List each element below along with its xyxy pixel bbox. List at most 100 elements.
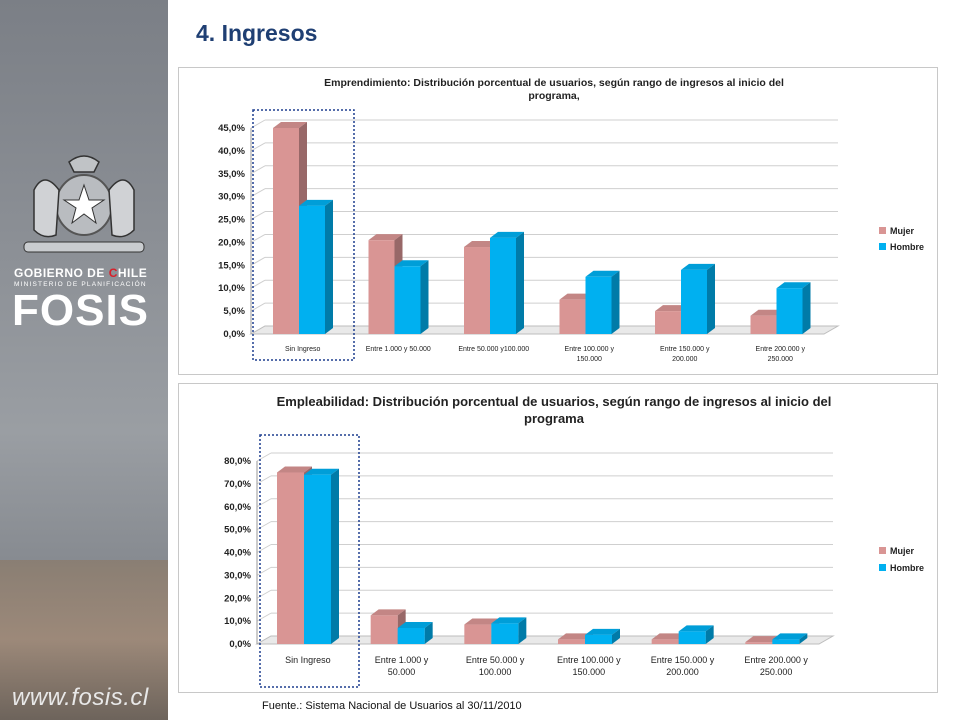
bar-top-hombre xyxy=(678,625,714,632)
chart-title: Empleabilidad: Distribución porcentual d… xyxy=(277,394,832,409)
bar-side-hombre xyxy=(612,628,620,644)
bar-side-hombre xyxy=(325,199,333,334)
chart-floor xyxy=(249,325,840,335)
x-category-label: Entre 150.000 y xyxy=(660,346,710,353)
y-tick-label: 30,0% xyxy=(218,192,245,203)
bar-top-hombre xyxy=(304,468,339,475)
x-category-label: 250.000 xyxy=(760,667,793,677)
chart-panel-emprendimiento: Emprendimiento: Distribución porcentual … xyxy=(178,67,938,375)
gridline-side xyxy=(256,589,272,599)
bar-top-mujer xyxy=(273,122,307,128)
bar-top-hombre xyxy=(491,617,527,624)
legend-swatch-hombre xyxy=(879,243,886,250)
bar-mujer xyxy=(745,642,773,644)
bar-hombre xyxy=(776,288,803,334)
bar-top-mujer xyxy=(655,305,689,312)
bar-top-hombre xyxy=(772,633,808,640)
fosis-logo: FOSIS xyxy=(12,286,150,335)
bar-top-mujer xyxy=(559,293,594,300)
legend-label-hombre: Hombre xyxy=(890,563,924,573)
bar-top-mujer xyxy=(368,234,403,241)
website-url: www.fosis.cl xyxy=(12,684,149,711)
gridline-side xyxy=(256,544,272,553)
bar-mujer xyxy=(464,247,490,334)
y-tick-label: 0,0% xyxy=(223,329,245,340)
x-category-label: Entre 100.000 y xyxy=(557,655,621,665)
y-tick-label: 15,0% xyxy=(218,260,245,271)
bar-side-hombre xyxy=(420,260,429,334)
x-category-label: Entre 1.000 y xyxy=(375,655,429,665)
y-tick-label: 70,0% xyxy=(224,479,251,490)
chart-empleabilidad: Empleabilidad: Distribución porcentual d… xyxy=(224,394,924,688)
sidebar: GOBIERNO DE CHILE MINISTERIO DE PLANIFIC… xyxy=(0,0,168,720)
gridline-side xyxy=(256,566,272,576)
bar-mujer xyxy=(655,311,681,334)
bar-hombre xyxy=(681,269,707,334)
x-category-label: Entre 200.000 y xyxy=(744,655,808,665)
gridline-side xyxy=(250,142,266,152)
gridline-side xyxy=(256,498,272,508)
bar-top-hombre xyxy=(397,621,433,628)
chart-panel-empleabilidad: Empleabilidad: Distribución porcentual d… xyxy=(178,383,938,693)
bar-hombre xyxy=(491,623,519,644)
page-title: 4. Ingresos xyxy=(196,20,318,46)
bar-side-hombre xyxy=(611,270,620,334)
bar-mujer xyxy=(750,315,777,334)
bar-top-mujer xyxy=(464,618,500,625)
x-category-label: 200.000 xyxy=(666,667,699,677)
source-footer: Fuente.: Sistema Nacional de Usuarios al… xyxy=(262,700,522,712)
gridline-side xyxy=(250,165,266,175)
bar-mujer xyxy=(558,639,585,644)
y-tick-label: 10,0% xyxy=(224,616,251,627)
bar-side-hombre xyxy=(424,621,433,644)
gridline-side xyxy=(256,521,272,531)
bar-hombre xyxy=(397,627,425,644)
gridline-side xyxy=(256,452,272,462)
y-tick-label: 20,0% xyxy=(224,593,251,604)
y-tick-label: 50,0% xyxy=(224,525,251,536)
x-category-label: Sin Ingreso xyxy=(285,655,331,665)
bar-side-hombre xyxy=(799,633,808,644)
bar-top-hombre xyxy=(585,270,620,277)
bar-top-mujer xyxy=(745,636,781,643)
x-category-label: Entre 50.000 y100.000 xyxy=(458,346,529,353)
bar-mujer xyxy=(273,128,299,334)
bar-mujer xyxy=(559,299,586,334)
y-tick-label: 80,0% xyxy=(224,456,251,467)
y-tick-label: 5,0% xyxy=(223,306,245,317)
bar-top-hombre xyxy=(490,231,524,238)
bar-hombre xyxy=(299,205,325,334)
bar-top-mujer xyxy=(651,633,687,640)
bar-side-hombre xyxy=(705,625,714,644)
legend-swatch-mujer xyxy=(879,547,886,554)
gridline-side xyxy=(256,475,272,485)
bar-top-mujer xyxy=(370,609,406,616)
chart-title: Emprendimiento: Distribución porcentual … xyxy=(324,77,784,89)
x-category-label: Entre 100.000 y xyxy=(565,346,615,353)
y-tick-label: 10,0% xyxy=(218,283,245,294)
y-tick-label: 45,0% xyxy=(218,123,245,134)
legend-label-mujer: Mujer xyxy=(890,226,915,236)
legend-label-mujer: Mujer xyxy=(890,546,915,556)
gridline-side xyxy=(256,612,272,622)
bar-top-hombre xyxy=(681,263,715,270)
x-category-label: Sin Ingreso xyxy=(285,346,321,353)
x-category-label: Entre 50.000 y xyxy=(466,655,525,665)
ministry-label: MINISTERIO DE PLANIFICACIÓN xyxy=(14,281,147,288)
y-tick-label: 60,0% xyxy=(224,502,251,513)
bar-top-mujer xyxy=(750,309,785,316)
x-category-label: Entre 1.000 y 50.000 xyxy=(366,346,431,353)
bar-hombre xyxy=(678,631,706,644)
y-tick-label: 40,0% xyxy=(224,548,251,559)
x-category-label: 150.000 xyxy=(573,667,606,677)
x-category-label: 200.000 xyxy=(672,356,697,363)
bar-top-hombre xyxy=(776,282,811,289)
gridline-side xyxy=(250,302,266,312)
y-tick-label: 25,0% xyxy=(218,215,245,226)
highlight-box xyxy=(252,109,355,361)
bar-top-mujer xyxy=(558,633,593,640)
gridline-side xyxy=(250,234,266,243)
y-tick-label: 40,0% xyxy=(218,146,245,157)
chart-title: programa xyxy=(524,411,585,426)
bar-top-hombre xyxy=(394,260,429,267)
